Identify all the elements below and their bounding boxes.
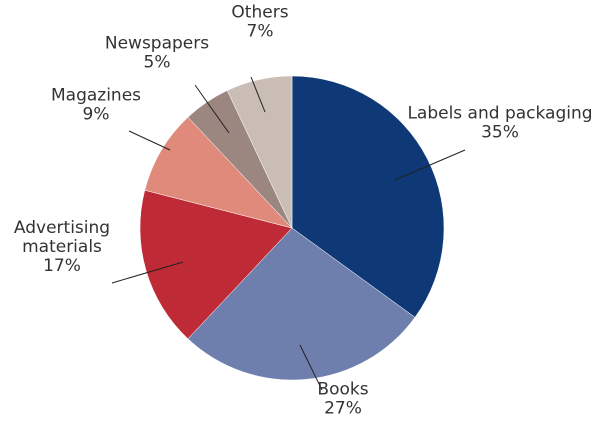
slice-value-label: 17% [43,256,81,276]
pie-slice-magazines [144,116,293,229]
pie-slice-others [226,75,293,229]
pie-slice-advertising-materials [139,189,293,340]
slice-value-label: 27% [324,399,362,419]
leader-line [394,149,466,181]
slice-name-label: Advertising [14,218,110,238]
slice-value-label: 9% [83,105,110,125]
slice-label: Advertising materials 17% [14,218,110,276]
slice-name-label: Magazines [51,86,141,106]
slice-label: Newspapers 5% [105,34,209,73]
pie-slices [139,75,445,381]
leader-line [111,261,184,284]
slice-value-label: 5% [144,53,171,73]
slice-labels: Labels and packaging 35% Books 27% Advertisi… [14,3,593,419]
slice-value-label: 35% [481,123,519,143]
slice-name-label: Labels and packaging [407,104,592,124]
slice-name-label: Newspapers [105,34,209,54]
slice-label: Books 27% [317,380,368,419]
leader-line [194,84,230,134]
leader-lines [111,76,466,391]
pie-slice-labels-and-packaging [291,75,445,318]
slice-name-label: materials [22,237,102,257]
slice-name-label: Books [317,380,368,400]
slice-label: Others 7% [231,3,288,42]
slice-value-label: 7% [247,22,274,42]
pie-slice-books [187,227,416,381]
slice-label: Magazines 9% [51,86,141,125]
leader-line [250,76,266,113]
slice-label: Labels and packaging 35% [407,104,592,143]
leader-line [299,344,323,391]
slice-name-label: Others [231,3,288,23]
leader-line [128,130,171,151]
